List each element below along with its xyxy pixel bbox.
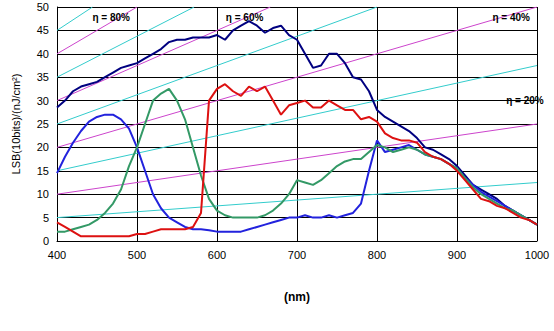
svg-text:800: 800: [368, 249, 386, 261]
svg-text:η = 40%: η = 40%: [492, 12, 530, 23]
svg-text:900: 900: [448, 249, 466, 261]
svg-text:50: 50: [37, 1, 49, 13]
svg-text:5: 5: [43, 212, 49, 224]
svg-text:400: 400: [48, 249, 66, 261]
svg-text:20: 20: [37, 141, 49, 153]
svg-text:40: 40: [37, 48, 49, 60]
svg-text:10: 10: [37, 188, 49, 200]
svg-text:0: 0: [43, 235, 49, 247]
svg-text:30: 30: [37, 95, 49, 107]
svg-text:600: 600: [208, 249, 226, 261]
svg-text:LSB(10bits)/(nJ/cm²): LSB(10bits)/(nJ/cm²): [10, 74, 22, 175]
svg-text:500: 500: [128, 249, 146, 261]
svg-text:15: 15: [37, 165, 49, 177]
svg-text:(nm): (nm): [284, 290, 310, 304]
svg-text:η = 20%: η = 20%: [506, 95, 544, 106]
svg-text:700: 700: [288, 249, 306, 261]
svg-text:η = 80%: η = 80%: [92, 12, 130, 23]
svg-text:45: 45: [37, 24, 49, 36]
svg-text:1000: 1000: [525, 249, 549, 261]
svg-text:25: 25: [37, 118, 49, 130]
svg-text:η = 60%: η = 60%: [226, 12, 264, 23]
svg-text:35: 35: [37, 71, 49, 83]
